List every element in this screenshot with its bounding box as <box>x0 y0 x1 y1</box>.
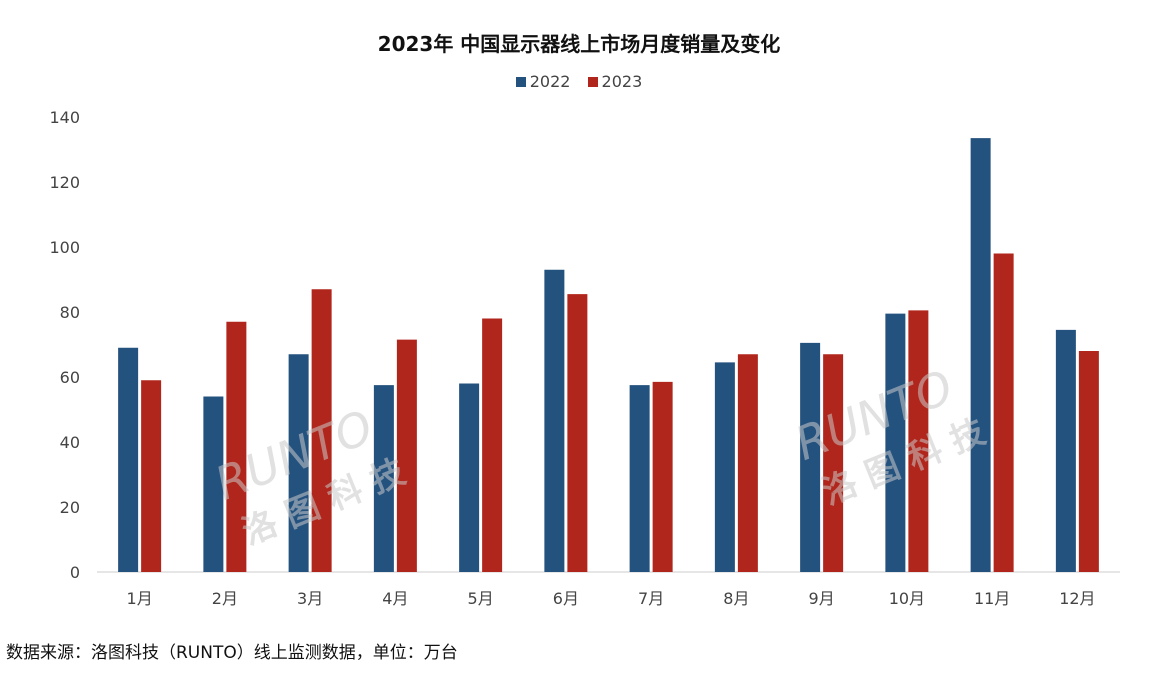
bar-2022-3月 <box>288 354 309 572</box>
bar-2023-4月 <box>396 339 417 572</box>
y-tick-label: 60 <box>60 368 80 387</box>
bar-2023-12月 <box>1078 351 1099 572</box>
x-tick-label: 6月 <box>553 589 579 608</box>
chart-title: 2023年 中国显示器线上市场月度销量及变化 <box>377 32 781 56</box>
legend-swatch <box>587 77 598 87</box>
x-tick-label: 9月 <box>809 589 835 608</box>
y-tick-label: 140 <box>49 108 80 127</box>
y-tick-label: 80 <box>60 303 80 322</box>
source-note: 数据来源：洛图科技（RUNTO）线上监测数据，单位：万台 <box>6 643 458 663</box>
x-tick-label: 8月 <box>723 589 749 608</box>
x-tick-label: 7月 <box>638 589 664 608</box>
y-tick-label: 120 <box>49 173 80 192</box>
x-tick-label: 12月 <box>1059 589 1095 608</box>
x-tick-label: 2月 <box>212 589 238 608</box>
bar-2022-11月 <box>970 138 991 572</box>
bar-2022-5月 <box>459 383 480 572</box>
y-tick-label: 40 <box>60 433 80 452</box>
legend-item-2022: 2022 <box>515 72 571 91</box>
x-tick-label: 11月 <box>974 589 1010 608</box>
bar-2023-1月 <box>141 380 162 572</box>
y-tick-label: 0 <box>70 563 80 582</box>
bar-2023-2月 <box>226 321 247 572</box>
bar-2022-1月 <box>118 347 139 572</box>
bar-2023-11月 <box>993 253 1014 572</box>
bar-2023-10月 <box>908 310 929 572</box>
bar-2023-6月 <box>567 294 588 572</box>
bar-2022-7月 <box>629 385 650 572</box>
bar-2022-10月 <box>885 313 906 572</box>
legend-label: 2023 <box>601 72 643 91</box>
bar-2023-9月 <box>823 354 844 572</box>
bar-2023-7月 <box>652 381 673 572</box>
x-tick-label: 1月 <box>127 589 153 608</box>
legend-label: 2022 <box>529 72 571 91</box>
bar-2022-4月 <box>373 385 394 572</box>
bar-2022-9月 <box>800 342 821 572</box>
bar-2022-12月 <box>1055 329 1076 572</box>
legend-item-2023: 2023 <box>587 72 643 91</box>
legend: 2022 2023 <box>0 72 1158 91</box>
bar-2022-2月 <box>203 396 224 572</box>
bar-2023-8月 <box>737 354 758 572</box>
bar-2023-3月 <box>311 289 332 572</box>
x-tick-label: 10月 <box>889 589 925 608</box>
x-tick-label: 5月 <box>468 589 494 608</box>
y-tick-label: 100 <box>49 238 80 257</box>
bar-2022-8月 <box>714 362 735 572</box>
y-tick-label: 20 <box>60 498 80 517</box>
legend-swatch <box>515 77 526 87</box>
x-tick-label: 4月 <box>382 589 408 608</box>
bar-2022-6月 <box>544 269 565 572</box>
x-tick-label: 3月 <box>297 589 323 608</box>
bar-2023-5月 <box>482 318 503 572</box>
